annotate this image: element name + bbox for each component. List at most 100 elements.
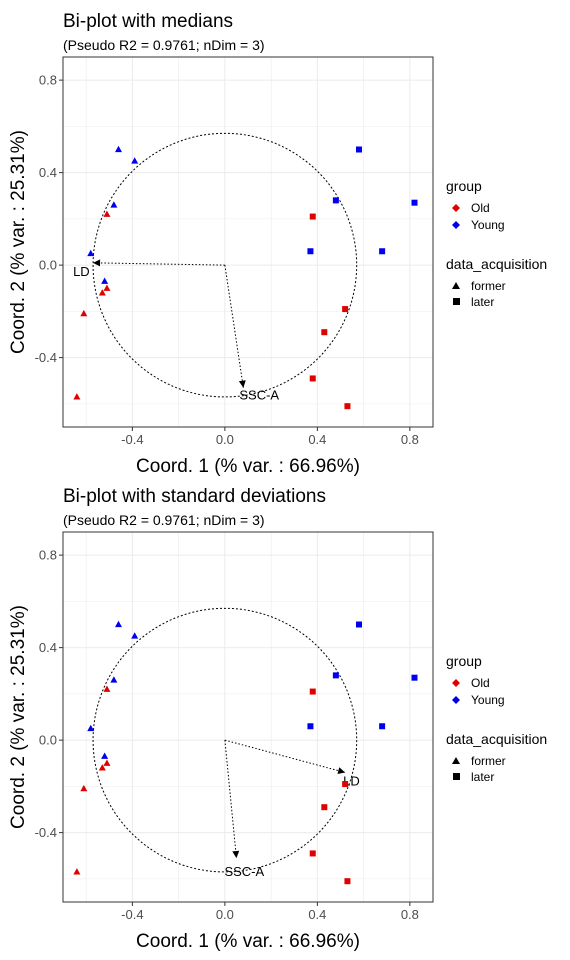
plot-panel	[63, 532, 433, 902]
data-points	[73, 620, 418, 885]
point-old-later	[309, 213, 316, 220]
legend-acquisition-title: data_acquisition	[446, 256, 547, 272]
point-young-later	[379, 248, 386, 255]
x-axis-label: Coord. 1 (% var. : 66.96%)	[136, 456, 360, 477]
chart-subtitle: (Pseudo R2 = 0.9761; nDim = 3)	[63, 37, 265, 53]
y-axis-label: Coord. 2 (% var. : 25.31%)	[8, 605, 29, 829]
loading-arrow-line	[224, 740, 237, 859]
x-tick-label: 0.4	[308, 432, 326, 447]
y-axis-ticks: 0.8 0.4 0.0 -0.4	[35, 548, 63, 840]
point-old-later	[344, 878, 351, 885]
correlation-overlay: LD SSC-A	[73, 132, 358, 403]
x-axis-ticks: -0.4 0.0 0.4 0.8	[121, 902, 419, 922]
correlation-circle	[92, 132, 358, 398]
point-young-later	[307, 248, 314, 255]
point-old-former	[103, 759, 111, 766]
legend-later-swatch	[453, 298, 460, 305]
point-old-later	[342, 306, 349, 313]
y-tick-label: 0.0	[39, 733, 57, 748]
y-tick-label: 0.4	[39, 165, 57, 180]
x-axis-ticks: -0.4 0.0 0.4 0.8	[121, 427, 419, 447]
x-tick-label: 0.0	[216, 432, 234, 447]
point-young-later	[332, 672, 339, 679]
legend: group Old Young data_acquisition former …	[446, 653, 547, 784]
point-old-former	[103, 210, 111, 217]
legend-later-label: later	[471, 770, 494, 784]
point-young-former	[101, 277, 109, 284]
x-tick-label: 0.4	[308, 907, 326, 922]
point-old-later	[344, 403, 351, 410]
legend-former-label: former	[471, 279, 506, 293]
plot-border	[62, 531, 434, 903]
x-axis-label: Coord. 1 (% var. : 66.96%)	[136, 931, 360, 952]
legend: group Old Young data_acquisition former …	[446, 178, 547, 309]
point-old-later	[309, 850, 316, 857]
data-points	[73, 145, 418, 410]
point-young-later	[356, 146, 362, 153]
legend-old-swatch	[452, 679, 460, 687]
arrow-head	[337, 767, 346, 775]
legend-later-swatch	[453, 773, 460, 780]
legend-young-label: Young	[471, 693, 505, 707]
y-tick-label: 0.8	[39, 548, 57, 563]
point-old-former	[73, 868, 81, 875]
biplot-sd-chart: Bi-plot with standard deviations (Pseudo…	[8, 486, 547, 952]
correlation-circle	[92, 607, 358, 873]
point-old-later	[321, 329, 328, 336]
chart-subtitle: (Pseudo R2 = 0.9761; nDim = 3)	[63, 512, 265, 528]
arrow-head	[93, 259, 101, 267]
point-young-later	[356, 621, 362, 628]
y-tick-label: 0.4	[39, 640, 57, 655]
point-old-later	[321, 804, 328, 811]
point-young-former	[87, 249, 95, 257]
y-tick-label: 0.0	[39, 258, 57, 273]
point-old-former	[103, 284, 111, 291]
y-tick-label: 0.8	[39, 73, 57, 88]
point-young-former	[115, 620, 122, 628]
legend-old-label: Old	[471, 676, 490, 690]
point-old-former	[73, 393, 81, 400]
legend-old-label: Old	[471, 201, 490, 215]
legend-young-label: Young	[471, 218, 505, 232]
legend-group-title: group	[446, 178, 482, 194]
point-young-former	[101, 752, 109, 759]
point-old-former	[80, 784, 88, 792]
grid-lines	[63, 57, 433, 427]
point-old-former	[98, 289, 106, 296]
biplot-medians-chart: Bi-plot with medians (Pseudo R2 = 0.9761…	[8, 11, 547, 477]
y-tick-label: -0.4	[35, 825, 57, 840]
point-young-later	[411, 674, 418, 681]
y-tick-label: -0.4	[35, 350, 57, 365]
y-axis-label: Coord. 2 (% var. : 25.31%)	[8, 130, 29, 354]
point-young-former	[110, 676, 118, 683]
point-young-former	[110, 201, 118, 208]
point-young-former	[131, 157, 139, 164]
point-young-former	[87, 724, 95, 732]
x-tick-label: 0.8	[401, 907, 419, 922]
point-old-later	[342, 781, 349, 788]
arrow-head	[238, 380, 246, 388]
x-tick-label: -0.4	[121, 907, 143, 922]
point-old-former	[80, 309, 88, 317]
x-tick-label: -0.4	[121, 432, 143, 447]
chart-title: Bi-plot with medians	[63, 11, 233, 32]
arrow-head	[232, 850, 240, 859]
legend-former-swatch	[452, 757, 460, 764]
point-old-later	[309, 688, 316, 695]
legend-acquisition-title: data_acquisition	[446, 731, 547, 747]
point-young-later	[379, 723, 386, 730]
x-tick-label: 0.0	[216, 907, 234, 922]
point-old-former	[98, 764, 106, 771]
legend-group-title: group	[446, 653, 482, 669]
legend-old-swatch	[452, 204, 460, 212]
point-old-later	[309, 375, 316, 382]
legend-former-swatch	[452, 282, 460, 289]
arrow-label-ld: LD	[73, 264, 90, 279]
arrow-label-ssc-a: SSC-A	[239, 388, 279, 403]
arrow-label-ssc-a: SSC-A	[224, 864, 264, 879]
x-tick-label: 0.8	[401, 432, 419, 447]
legend-young-swatch	[452, 696, 460, 704]
loading-arrow-line	[93, 262, 225, 266]
point-young-former	[115, 145, 122, 153]
